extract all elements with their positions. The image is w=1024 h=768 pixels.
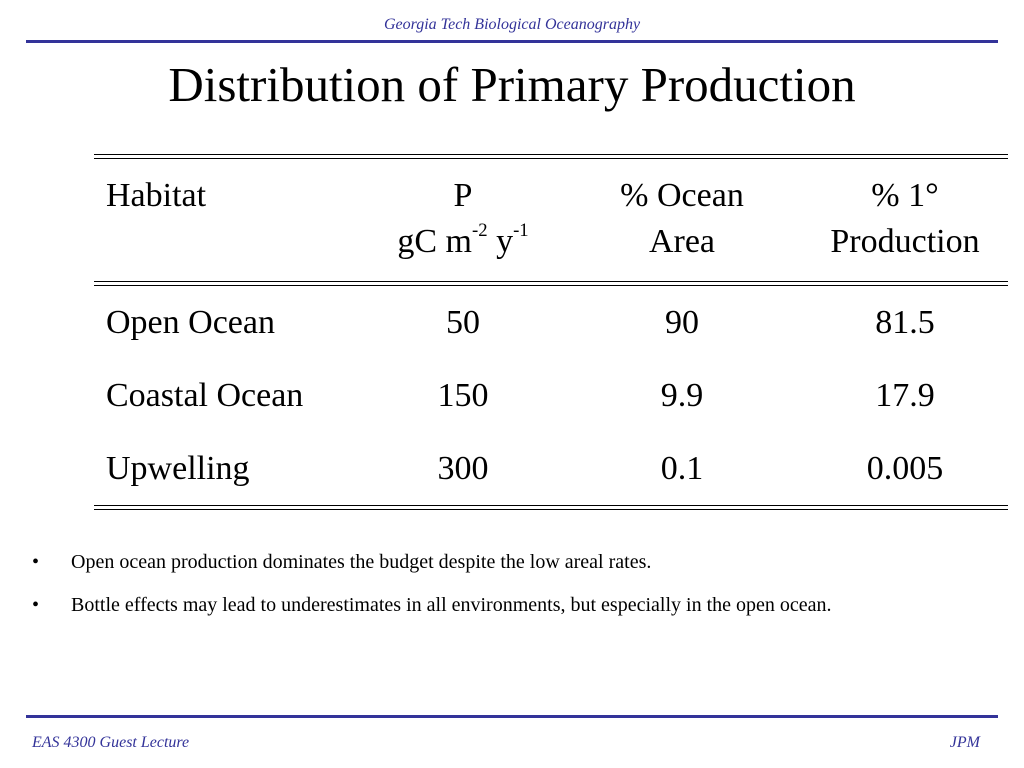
cell-primary-production: 17.9: [875, 377, 935, 414]
list-item: • Open ocean production dominates the bu…: [32, 546, 992, 579]
units-exp-m: -2: [471, 220, 488, 241]
header-text: Georgia Tech Biological Oceanography: [383, 16, 641, 33]
bullet-text: Open ocean production dominates the budg…: [71, 551, 652, 573]
cell-habitat: Open Ocean: [106, 304, 275, 341]
table-header-rule: [94, 281, 1008, 286]
cell-ocean-area: 0.1: [660, 450, 704, 487]
table-top-rule: [94, 154, 1008, 159]
header-primary-production: % 1° Production: [800, 173, 1010, 265]
units-gc-m: gC m: [397, 222, 472, 260]
cell-primary-production: 81.5: [875, 304, 935, 341]
cell-ocean-area: 90: [665, 304, 699, 341]
header-divider: [26, 40, 998, 43]
cell-production-rate: 50: [446, 304, 480, 341]
list-item: • Bottle effects may lead to underestima…: [32, 589, 992, 622]
slide-title: Distribution of Primary Production: [168, 57, 856, 112]
header-primary-production-line1: % 1°: [871, 177, 939, 214]
header-production-rate-line1: P: [453, 177, 473, 214]
footer-initials: JPM: [949, 734, 980, 751]
cell-production-rate: 150: [437, 377, 489, 414]
header-habitat: Habitat: [106, 177, 207, 214]
cell-primary-production: 0.005: [866, 450, 944, 487]
header-primary-production-line2: Production: [830, 222, 980, 260]
bullet-list: • Open ocean production dominates the bu…: [32, 546, 992, 632]
cell-habitat: Upwelling: [106, 450, 250, 487]
footer-course: EAS 4300 Guest Lecture: [32, 734, 190, 751]
footer-divider: [26, 715, 998, 718]
bullet-icon: •: [32, 594, 40, 616]
cell-ocean-area: 9.9: [660, 377, 704, 414]
bullet-icon: •: [32, 551, 40, 573]
header-ocean-area: % Ocean Area: [570, 173, 794, 265]
cell-production-rate: 300: [437, 450, 489, 487]
units-y: y: [487, 222, 514, 260]
header-ocean-area-line1: % Ocean: [620, 177, 744, 214]
table-bottom-rule: [94, 505, 1008, 510]
bullet-text: Bottle effects may lead to underestimate…: [71, 594, 832, 616]
header-ocean-area-line2: Area: [648, 222, 716, 260]
cell-habitat: Coastal Ocean: [106, 377, 304, 414]
units-exp-y: -1: [513, 220, 529, 241]
header-production-rate-units: gC m-2 y-1: [360, 219, 566, 265]
header-production-rate: P gC m-2 y-1: [360, 173, 566, 265]
